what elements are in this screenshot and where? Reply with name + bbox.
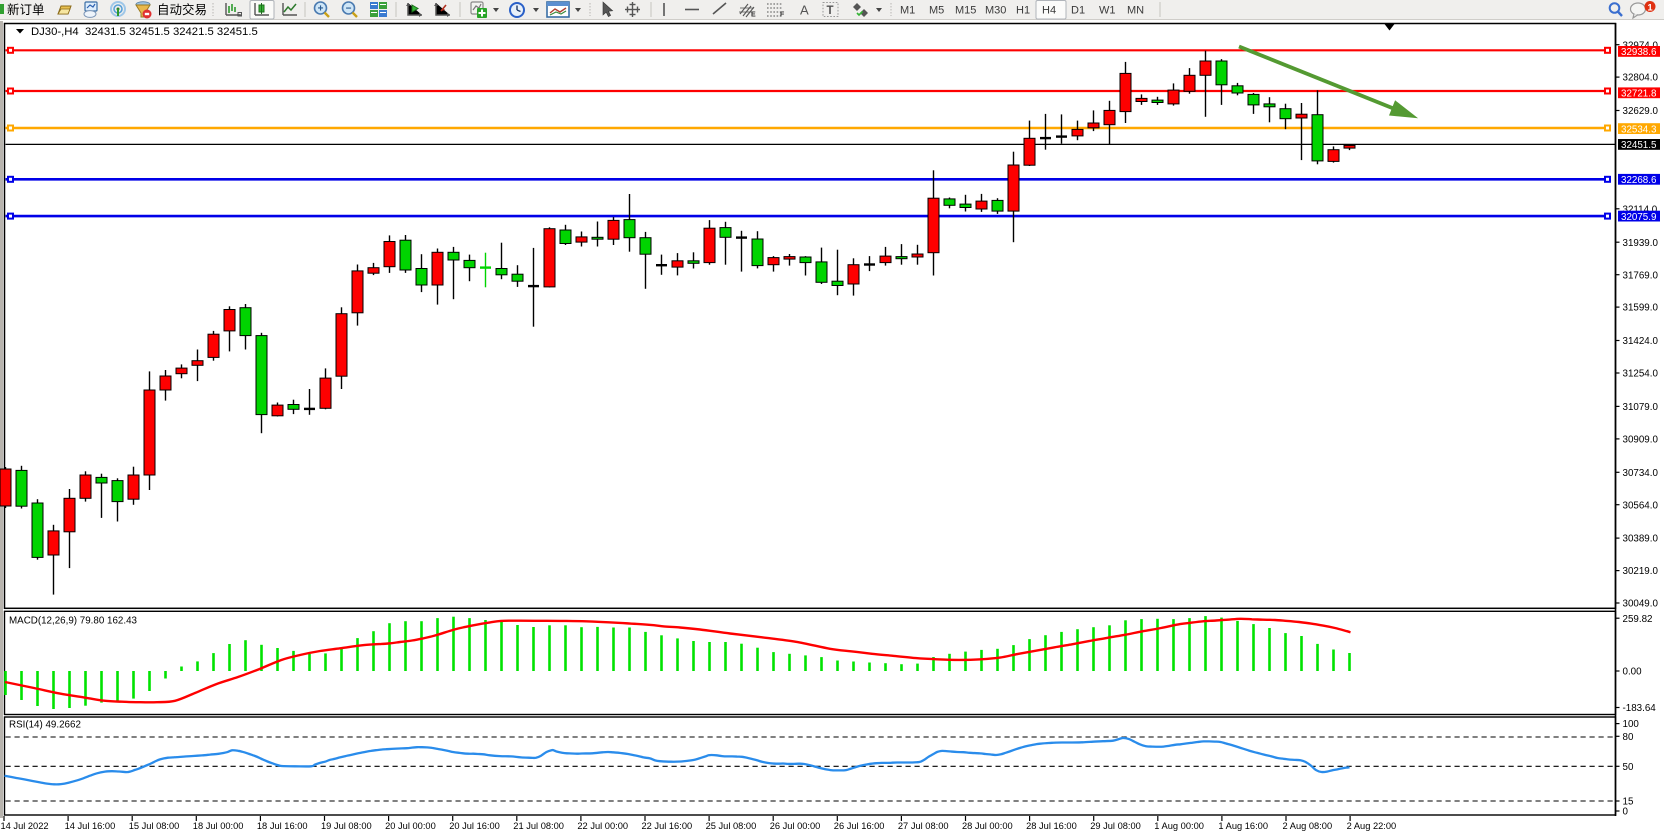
svg-text:14 Jul 16:00: 14 Jul 16:00: [65, 821, 116, 831]
svg-text:19 Jul 08:00: 19 Jul 08:00: [321, 821, 372, 831]
svg-text:20 Jul 16:00: 20 Jul 16:00: [449, 821, 500, 831]
svg-text:80: 80: [1623, 732, 1634, 743]
svg-text:W1: W1: [1099, 5, 1116, 17]
svg-text:0.00: 0.00: [1623, 667, 1643, 678]
svg-text:+: +: [318, 3, 324, 14]
svg-text:32268.6: 32268.6: [1621, 175, 1657, 186]
svg-text:31079.0: 31079.0: [1623, 402, 1659, 413]
svg-text:28 Jul 00:00: 28 Jul 00:00: [962, 821, 1013, 831]
svg-text:1 Aug 16:00: 1 Aug 16:00: [1218, 821, 1268, 831]
svg-text:31599.0: 31599.0: [1623, 303, 1659, 314]
svg-text:22 Jul 00:00: 22 Jul 00:00: [577, 821, 628, 831]
svg-text:M30: M30: [985, 5, 1006, 17]
svg-text:15 Jul 08:00: 15 Jul 08:00: [129, 821, 180, 831]
svg-text:32451.5: 32451.5: [1621, 140, 1657, 151]
svg-text:M1: M1: [900, 5, 915, 17]
svg-text:50: 50: [1623, 762, 1634, 773]
svg-text:259.82: 259.82: [1623, 614, 1653, 625]
svg-text:32721.8: 32721.8: [1621, 89, 1657, 100]
svg-text:14 Jul 2022: 14 Jul 2022: [1, 821, 49, 831]
svg-text:1: 1: [1647, 2, 1653, 13]
svg-text:31424.0: 31424.0: [1623, 336, 1659, 347]
svg-text:30909.0: 30909.0: [1623, 435, 1659, 446]
svg-text:26 Jul 00:00: 26 Jul 00:00: [770, 821, 821, 831]
svg-text:22 Jul 16:00: 22 Jul 16:00: [642, 821, 693, 831]
svg-text:31769.0: 31769.0: [1623, 270, 1659, 281]
svg-text:H1: H1: [1016, 5, 1030, 17]
svg-text:MN: MN: [1127, 5, 1144, 17]
svg-text:32974.0: 32974.0: [1623, 40, 1659, 51]
svg-text:32938.6: 32938.6: [1621, 47, 1657, 58]
svg-text:M15: M15: [955, 5, 976, 17]
svg-text:29 Jul 08:00: 29 Jul 08:00: [1090, 821, 1141, 831]
svg-text:2 Aug 22:00: 2 Aug 22:00: [1347, 821, 1397, 831]
svg-text:100: 100: [1623, 719, 1640, 730]
svg-text:A: A: [800, 3, 809, 18]
svg-text:新订单: 新订单: [7, 2, 45, 17]
svg-text:自动交易: 自动交易: [157, 2, 207, 17]
svg-text:18 Jul 00:00: 18 Jul 00:00: [193, 821, 244, 831]
svg-text:32804.0: 32804.0: [1623, 73, 1659, 84]
svg-text:21 Jul 08:00: 21 Jul 08:00: [513, 821, 564, 831]
svg-text:-183.64: -183.64: [1623, 703, 1657, 714]
svg-text:T: T: [827, 5, 834, 17]
svg-text:30389.0: 30389.0: [1623, 534, 1659, 545]
svg-text:0: 0: [1623, 807, 1629, 818]
svg-text:26 Jul 16:00: 26 Jul 16:00: [834, 821, 885, 831]
svg-text:F: F: [780, 12, 785, 19]
svg-text:30219.0: 30219.0: [1623, 566, 1659, 577]
svg-text:28 Jul 16:00: 28 Jul 16:00: [1026, 821, 1077, 831]
svg-text:32114.0: 32114.0: [1623, 204, 1658, 215]
svg-text:30049.0: 30049.0: [1623, 599, 1659, 610]
svg-text:32629.0: 32629.0: [1623, 106, 1659, 117]
svg-text:DJ30-,H4 32431.5 32451.5 3242: DJ30-,H4 32431.5 32451.5 32421.5 32451.5: [31, 26, 258, 38]
svg-text:E: E: [751, 12, 756, 19]
svg-text:27 Jul 08:00: 27 Jul 08:00: [898, 821, 949, 831]
svg-text:MACD(12,26,9) 79.80 162.43: MACD(12,26,9) 79.80 162.43: [9, 616, 138, 627]
svg-text:18 Jul 16:00: 18 Jul 16:00: [257, 821, 308, 831]
svg-text:32534.3: 32534.3: [1621, 124, 1657, 135]
svg-text:31254.0: 31254.0: [1623, 369, 1659, 380]
svg-text:2 Aug 08:00: 2 Aug 08:00: [1283, 821, 1333, 831]
svg-text:32075.9: 32075.9: [1621, 212, 1656, 223]
svg-text:D1: D1: [1071, 5, 1085, 17]
svg-text:1 Aug 00:00: 1 Aug 00:00: [1154, 821, 1204, 831]
svg-text:−: −: [346, 3, 352, 14]
svg-text:RSI(14) 49.2662: RSI(14) 49.2662: [9, 720, 81, 731]
svg-text:H4: H4: [1042, 5, 1056, 17]
svg-text:M5: M5: [929, 5, 944, 17]
svg-text:20 Jul 00:00: 20 Jul 00:00: [385, 821, 436, 831]
svg-text:30564.0: 30564.0: [1623, 500, 1659, 511]
svg-text:15: 15: [1623, 797, 1634, 808]
svg-text:25 Jul 08:00: 25 Jul 08:00: [706, 821, 757, 831]
svg-text:30734.0: 30734.0: [1623, 468, 1659, 479]
svg-text:31939.0: 31939.0: [1623, 238, 1659, 249]
